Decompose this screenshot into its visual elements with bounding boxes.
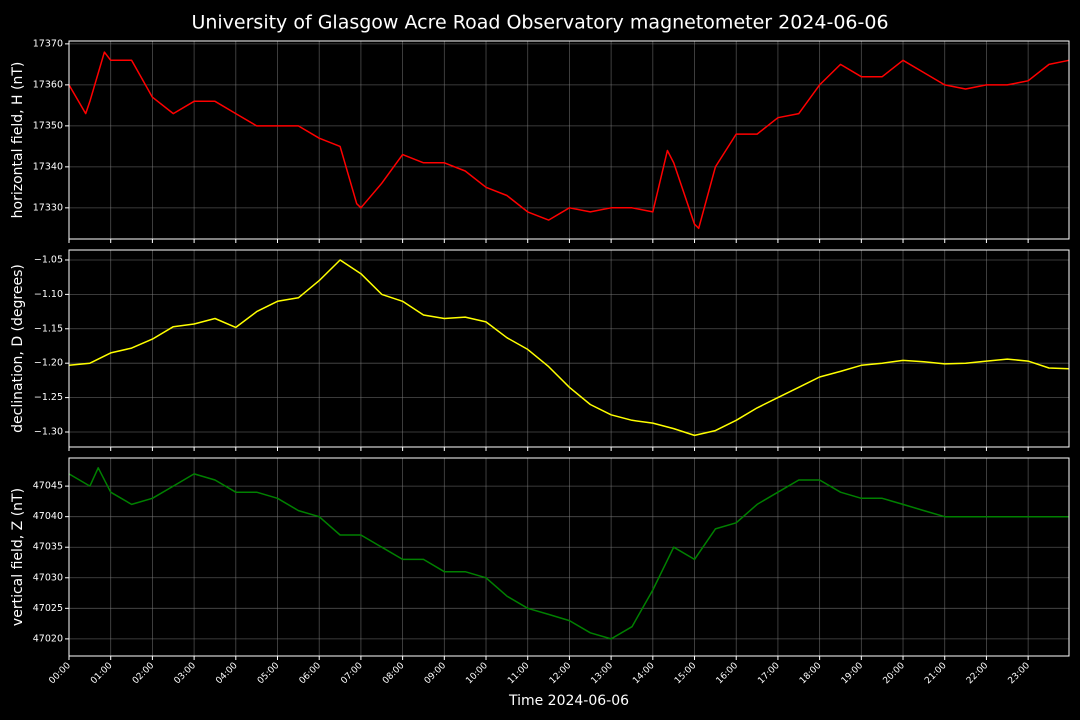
- y-axis-label: horizontal field, H (nT): [10, 62, 26, 219]
- figure-title: University of Glasgow Acre Road Observat…: [191, 12, 888, 34]
- data-line: [68, 259, 1070, 437]
- y-tick-label: 47035: [33, 542, 63, 553]
- y-axis-label: declination, D (degrees): [10, 264, 26, 433]
- data-line: [68, 51, 1070, 230]
- y-tick-label: −1.10: [34, 289, 63, 300]
- y-tick-label: −1.05: [34, 254, 63, 265]
- y-tick-label: −1.30: [34, 426, 63, 437]
- panel-frame: [68, 249, 1070, 448]
- x-axis-label: Time 2024-06-06: [508, 693, 629, 709]
- y-tick-label: −1.25: [34, 392, 63, 403]
- y-tick-label: 47025: [33, 603, 63, 614]
- y-tick-label: 17360: [33, 79, 63, 90]
- y-tick-label: 47030: [33, 572, 63, 583]
- y-tick-label: 47020: [33, 633, 63, 644]
- y-tick-label: 47040: [33, 511, 63, 522]
- data-line: [68, 467, 1069, 640]
- y-tick-label: 17330: [33, 202, 63, 213]
- y-tick-label: −1.15: [34, 323, 63, 334]
- panel-frame: [68, 40, 1070, 240]
- panel-frame: [68, 457, 1070, 657]
- y-tick-label: 17370: [33, 38, 63, 49]
- y-tick-label: 17340: [33, 161, 63, 172]
- y-tick-label: 17350: [33, 120, 63, 131]
- y-tick-label: −1.20: [34, 358, 63, 369]
- y-tick-label: 47045: [33, 481, 63, 492]
- y-axis-label: vertical field, Z (nT): [10, 488, 26, 626]
